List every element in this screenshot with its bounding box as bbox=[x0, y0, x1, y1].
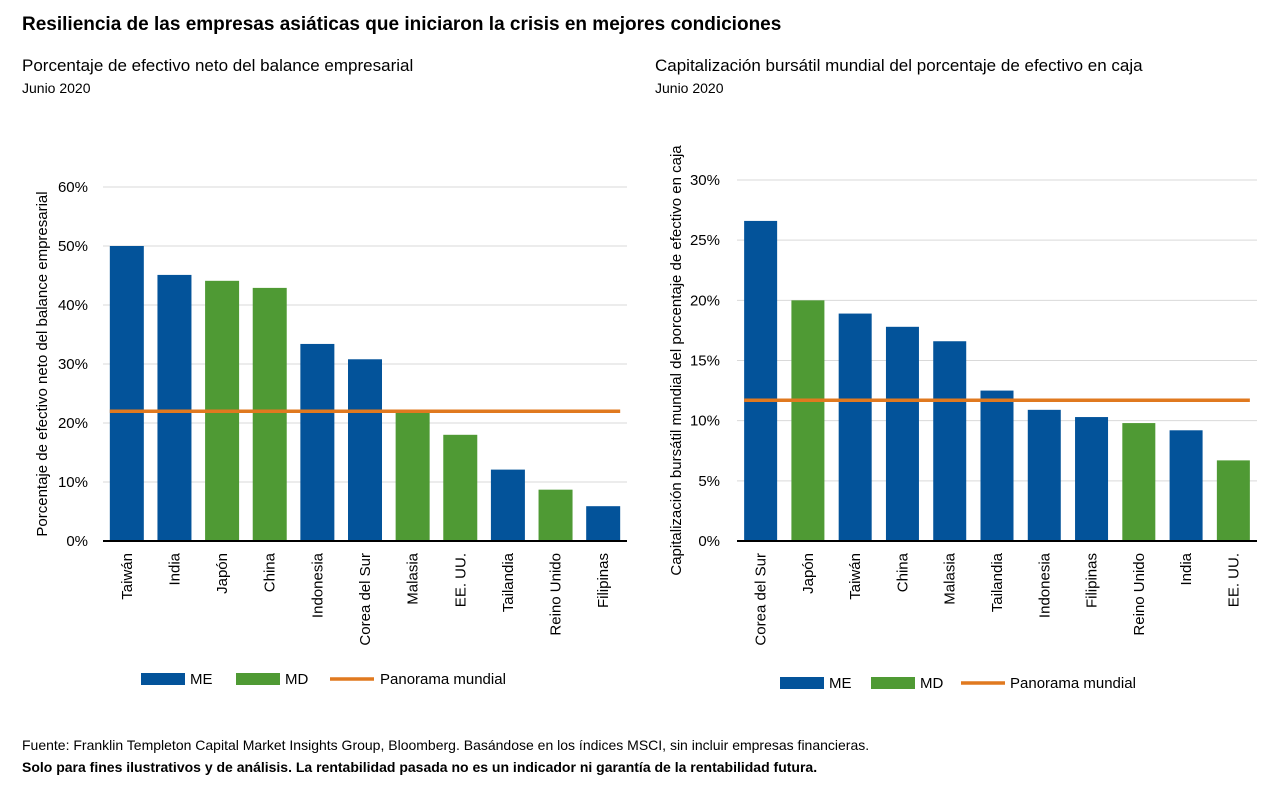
category-label: Japón bbox=[800, 553, 817, 594]
bar-me bbox=[1027, 409, 1061, 541]
bar-md bbox=[443, 434, 478, 541]
chart-2-subtitle: Junio 2020 bbox=[655, 80, 724, 96]
footer-source: Fuente: Franklin Templeton Capital Marke… bbox=[22, 737, 870, 753]
bar-me bbox=[744, 220, 778, 541]
category-label: EE. UU. bbox=[1225, 553, 1242, 607]
y-tick-label: 20% bbox=[690, 292, 720, 309]
legend-label: Panorama mundial bbox=[1010, 675, 1136, 692]
chart-1-subtitle: Junio 2020 bbox=[22, 80, 91, 96]
legend-swatch-me bbox=[780, 677, 824, 689]
y-tick-label: 60% bbox=[58, 179, 88, 196]
category-label: Indonesia bbox=[309, 552, 326, 618]
category-label: Filipinas bbox=[1084, 553, 1101, 608]
bar-md bbox=[395, 411, 430, 541]
y-tick-label: 25% bbox=[690, 232, 720, 249]
bar-me bbox=[490, 469, 525, 541]
category-label: China bbox=[262, 552, 279, 592]
legend-label: MD bbox=[920, 675, 943, 692]
bar-md bbox=[538, 489, 573, 541]
bar-md bbox=[791, 300, 825, 541]
legend-label: Panorama mundial bbox=[380, 671, 506, 688]
y-tick-label: 10% bbox=[58, 474, 88, 491]
bar-me bbox=[348, 359, 382, 541]
category-label: Malasia bbox=[942, 552, 959, 604]
category-label: Taiwán bbox=[119, 553, 136, 600]
bar-me bbox=[885, 326, 919, 541]
category-label: Taiwán bbox=[847, 553, 864, 600]
bar-me bbox=[1169, 430, 1203, 541]
legend-swatch-me bbox=[141, 673, 185, 685]
bar-me bbox=[109, 246, 144, 541]
category-label: Japón bbox=[214, 553, 231, 594]
bar-md bbox=[252, 287, 287, 541]
category-label: India bbox=[1178, 552, 1195, 585]
legend-label: ME bbox=[829, 675, 852, 692]
bar-md bbox=[1216, 460, 1250, 541]
category-label: Reino Unido bbox=[548, 553, 565, 636]
legend-label: MD bbox=[285, 671, 308, 688]
y-tick-label: 5% bbox=[698, 473, 720, 490]
main-title: Resiliencia de las empresas asiáticas qu… bbox=[22, 14, 782, 35]
bar-me bbox=[933, 341, 967, 541]
chart-2: 0% 5% 10% 15% 20% 25% 30% Corea del Sur Japón Tai… bbox=[668, 145, 1257, 692]
y-tick-label: 30% bbox=[58, 356, 88, 373]
category-label: India bbox=[166, 552, 183, 585]
y-tick-label: 20% bbox=[58, 415, 88, 432]
y-tick-label: 40% bbox=[58, 297, 88, 314]
bar-me bbox=[300, 343, 335, 541]
category-label: China bbox=[894, 552, 911, 592]
chart-1: 0% 10% 20% 30% 40% 50% 60% Taiwán India Japón Chin… bbox=[34, 179, 627, 688]
y-tick-label: 10% bbox=[690, 413, 720, 430]
category-label: Filipinas bbox=[595, 553, 612, 608]
category-label: Indonesia bbox=[1036, 552, 1053, 618]
y-axis-label: Porcentaje de efectivo neto del balance … bbox=[34, 191, 51, 536]
category-label: EE. UU. bbox=[452, 553, 469, 607]
bar-me bbox=[980, 390, 1014, 541]
category-label: Malasia bbox=[405, 552, 422, 604]
category-label: Reino Unido bbox=[1131, 553, 1148, 636]
y-tick-label: 15% bbox=[690, 353, 720, 370]
legend-label: ME bbox=[190, 671, 213, 688]
category-label: Tailandia bbox=[500, 552, 517, 612]
bar-md bbox=[1122, 423, 1156, 541]
y-tick-label: 0% bbox=[698, 533, 720, 550]
y-tick-label: 30% bbox=[690, 172, 720, 189]
bar-me bbox=[586, 506, 621, 541]
chart-2-title: Capitalización bursátil mundial del porc… bbox=[655, 56, 1143, 75]
category-label: Corea del Sur bbox=[357, 553, 374, 646]
category-label: Tailandia bbox=[989, 552, 1006, 612]
footer-disclaimer: Solo para fines ilustrativos y de anális… bbox=[22, 759, 818, 775]
legend-swatch-md bbox=[871, 677, 915, 689]
category-label: Corea del Sur bbox=[753, 553, 770, 646]
y-tick-label: 50% bbox=[58, 238, 88, 255]
bar-me bbox=[1075, 417, 1109, 541]
legend-swatch-md bbox=[236, 673, 280, 685]
bar-me bbox=[157, 274, 192, 541]
chart-1-title: Porcentaje de efectivo neto del balance … bbox=[22, 56, 414, 75]
y-tick-label: 0% bbox=[66, 533, 88, 550]
bar-me bbox=[838, 313, 872, 541]
y-axis-label: Capitalización bursátil mundial del porc… bbox=[668, 145, 685, 576]
